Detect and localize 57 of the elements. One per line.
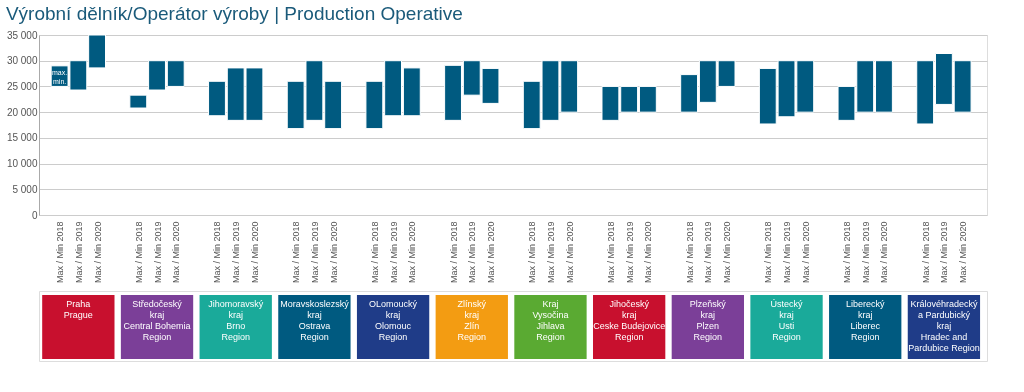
x-tick-label: Max / Min 2019 xyxy=(388,221,399,284)
x-tick-label: Max / Min 2020 xyxy=(643,221,654,284)
x-tick-label: Max / Min 2019 xyxy=(73,221,84,284)
x-tick-label: Max / Min 2018 xyxy=(605,221,616,284)
x-tick-label: Max / Min 2018 xyxy=(291,221,302,284)
text: Kraj Vysočina Jihlava Region xyxy=(532,299,569,342)
y-tick-label: 15 000 xyxy=(6,132,38,144)
text: Jihočeský kraj Ceske Budejovice Region xyxy=(593,299,666,342)
chart-title: Výrobní dělník/Operátor výroby | Production Operative xyxy=(5,2,463,24)
x-tick-label: Max / Min 2018 xyxy=(369,221,380,284)
y-tick-label: 20 000 xyxy=(6,106,38,118)
text: Moravskoslezský kraj Ostrava Region xyxy=(280,299,350,342)
x-tick-label: Max / Min 2018 xyxy=(920,221,931,284)
y-tick-label: 0 xyxy=(31,209,38,221)
text: Královéhradecký a Pardubický kraj Hradec and Pardubice Region xyxy=(908,299,980,353)
text: Liberecký kraj Liberec Region xyxy=(845,299,885,342)
x-tick-label: Max / Min 2019 xyxy=(231,221,242,284)
x-tick-label: Max / Min 2020 xyxy=(171,221,182,284)
x-tick-label: Max / Min 2020 xyxy=(958,221,969,284)
x-tick-label: Max / Min 2018 xyxy=(133,221,144,284)
y-tick-label: 10 000 xyxy=(6,158,38,170)
text: Plzeňský kraj Plzen Region xyxy=(689,299,727,342)
y-tick-label: 5 000 xyxy=(12,183,38,195)
x-tick-label: Max / Min 2020 xyxy=(800,221,811,284)
x-tick-label: Max / Min 2019 xyxy=(860,221,871,284)
text: Ústecký kraj Usti Region xyxy=(770,299,804,342)
x-tick-label: Max / Min 2020 xyxy=(722,221,733,284)
x-tick-label: Max / Min 2018 xyxy=(212,221,223,284)
x-tick-label: Max / Min 2018 xyxy=(763,221,774,284)
x-tick-label: Max / Min 2020 xyxy=(564,221,575,284)
x-tick-label: Max / Min 2019 xyxy=(939,221,950,284)
x-tick-label: Max / Min 2018 xyxy=(448,221,459,284)
x-tick-label: Max / Min 2019 xyxy=(782,221,793,284)
x-tick-label: Max / Min 2020 xyxy=(328,221,339,284)
x-tick-label: Max / Min 2020 xyxy=(249,221,260,284)
text: Zlínský kraj Zlín Region xyxy=(457,299,487,342)
y-tick-label: 30 000 xyxy=(6,55,38,67)
x-tick-label: Max / Min 2019 xyxy=(624,221,635,284)
x-tick-label: Max / Min 2020 xyxy=(879,221,890,284)
x-tick-label: Max / Min 2019 xyxy=(309,221,320,284)
y-tick-label: 25 000 xyxy=(6,80,38,92)
y-tick-label: 35 000 xyxy=(6,29,38,41)
x-tick-label: Max / Min 2019 xyxy=(467,221,478,284)
text: OLomoucký kraj Olomouc Region xyxy=(369,299,418,342)
x-tick-label: Max / Min 2019 xyxy=(545,221,556,284)
x-tick-label: Max / Min 2020 xyxy=(407,221,418,284)
text: Středočeský kraj Central Bohemia Region xyxy=(123,299,191,342)
x-tick-label: Max / Min 2018 xyxy=(527,221,538,284)
x-tick-label: Max / Min 2018 xyxy=(841,221,852,284)
x-tick-label: Max / Min 2018 xyxy=(55,221,66,284)
x-tick-label: Max / Min 2019 xyxy=(152,221,163,284)
x-tick-label: Max / Min 2019 xyxy=(703,221,714,284)
text: Jihomoravský kraj Brno Region xyxy=(208,299,264,342)
text: Praha Prague xyxy=(63,299,93,320)
x-tick-label: Max / Min 2020 xyxy=(92,221,103,284)
x-tick-label: Max / Min 2020 xyxy=(486,221,497,284)
x-tick-label: Max / Min 2018 xyxy=(684,221,695,284)
